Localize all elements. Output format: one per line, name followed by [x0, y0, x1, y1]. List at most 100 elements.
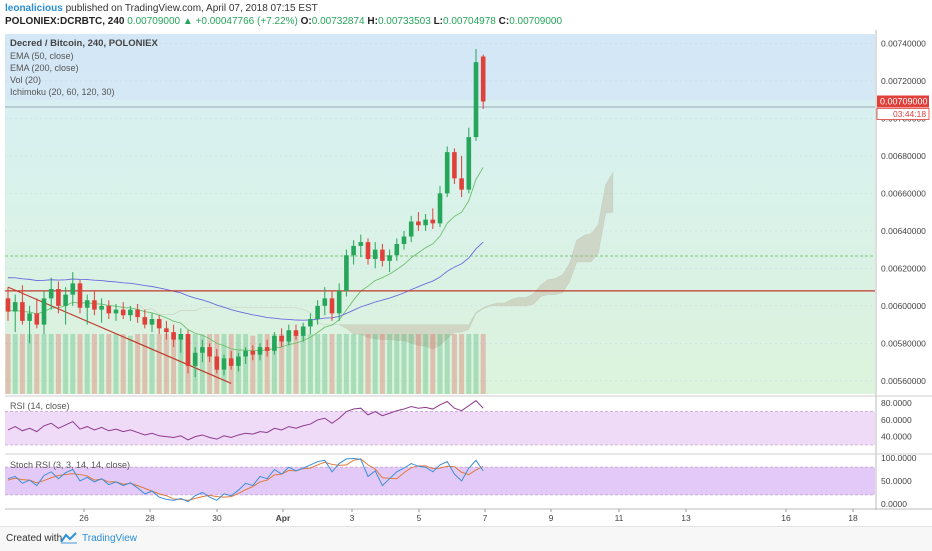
candle-body — [5, 298, 11, 312]
volume-bar — [444, 334, 450, 394]
legend-ichimoku[interactable]: Ichimoku (20, 60, 120, 30) — [10, 87, 115, 97]
volume-bar — [315, 334, 321, 394]
price-pane[interactable]: Decred / Bitcoin, 240, POLONIEX EMA (50,… — [5, 34, 875, 394]
volume-bar — [473, 334, 479, 394]
volume-bar — [77, 334, 83, 394]
current-price-tag — [877, 95, 929, 108]
candle — [185, 330, 191, 374]
volume-bar — [171, 334, 177, 394]
volume-bar — [430, 334, 436, 394]
candle-body — [365, 242, 371, 259]
time-axis[interactable]: 26 28 30 Apr 3 5 7 9 11 13 16 18 — [5, 508, 932, 523]
candle — [387, 249, 392, 273]
tradingview-brand-link[interactable]: TradingView — [82, 533, 138, 544]
candle — [250, 345, 256, 361]
stoch-tick-label: 50.0000 — [881, 476, 912, 486]
candle — [293, 324, 299, 340]
candle-body — [214, 356, 220, 370]
candle-body — [344, 255, 349, 291]
candle — [401, 230, 407, 250]
candle-body — [48, 289, 54, 299]
candle-body — [351, 245, 356, 256]
published-text: published on TradingView.com, April 07, … — [65, 3, 318, 14]
candle-body — [63, 294, 68, 306]
rsi-tick-label: 60.0000 — [881, 415, 912, 425]
candle-body — [27, 313, 32, 321]
stoch-pane[interactable]: Stoch RSI (3, 3, 14, 14, close) 100.0000… — [5, 453, 932, 509]
rsi-tick-label: 40.0000 — [881, 432, 912, 442]
candle — [120, 302, 126, 319]
price-value: 0.00709000 — [127, 16, 181, 27]
candle — [20, 285, 25, 325]
candle — [358, 234, 364, 258]
candle-body — [77, 283, 83, 308]
candle — [416, 212, 421, 231]
volume-bar — [257, 334, 263, 394]
countdown-label: 03:44:18 — [893, 109, 926, 119]
candle — [243, 347, 248, 364]
legend-ema200[interactable]: EMA (200, close) — [10, 63, 79, 73]
candle — [351, 240, 356, 265]
ohlc-open-value: 0.00732874 — [311, 16, 365, 27]
candle-body — [279, 335, 284, 342]
chart-canvas[interactable]: Decred / Bitcoin, 240, POLONIEX EMA (50,… — [0, 30, 932, 526]
price-axis[interactable]: 0.007400000.007200000.007000000.00680000… — [875, 30, 930, 510]
candle-body — [106, 305, 112, 314]
candle — [286, 324, 292, 346]
rsi-pane[interactable]: RSI (14, close) 80.0000 60.0000 40.0000 — [5, 395, 932, 447]
candle-body — [264, 347, 270, 351]
candle-body — [480, 56, 486, 102]
rsi-label[interactable]: RSI (14, close) — [10, 401, 70, 411]
legend-title: Decred / Bitcoin, 240, POLONIEX — [10, 38, 158, 49]
candle — [207, 343, 212, 363]
candle — [322, 287, 328, 316]
candle — [408, 215, 414, 243]
candle-body — [257, 347, 263, 355]
candle — [56, 281, 61, 314]
ohlc-open-label: O: — [300, 16, 312, 27]
candle — [156, 315, 162, 334]
current-price-label: 0.00709000 — [880, 97, 928, 107]
time-tick-label: 30 — [212, 513, 222, 523]
tradingview-logo-icon[interactable] — [60, 532, 78, 544]
price-tick-label: 0.00640000 — [881, 226, 926, 236]
candle-body — [192, 352, 198, 366]
rsi-line — [7, 400, 484, 441]
candle-body — [56, 289, 61, 306]
stoch-label[interactable]: Stoch RSI (3, 3, 14, 14, close) — [10, 460, 130, 470]
volume-bar — [135, 334, 141, 394]
candle — [466, 127, 472, 194]
volume-bar — [466, 334, 472, 394]
candle — [41, 290, 47, 334]
volume-bar — [307, 334, 313, 394]
legend-ema50[interactable]: EMA (50, close) — [10, 51, 74, 61]
candle — [308, 313, 313, 334]
volume-bar — [423, 334, 429, 394]
candle — [430, 208, 436, 229]
volume-bar — [459, 334, 465, 394]
candle — [200, 339, 205, 363]
volume-bar — [149, 334, 155, 394]
candle — [84, 294, 90, 325]
candle-body — [329, 298, 335, 314]
ohlc-close-value: 0.00709000 — [509, 16, 563, 27]
volume-bar — [178, 334, 184, 394]
volume-bar — [329, 334, 335, 394]
volume-bar — [5, 334, 11, 394]
candle-body — [358, 242, 364, 246]
candle — [380, 244, 385, 267]
price-tick-label: 0.00680000 — [881, 151, 926, 161]
candle-body — [120, 309, 126, 316]
candle-body — [34, 313, 40, 325]
candle — [214, 349, 220, 374]
candle — [394, 238, 400, 261]
stoch-tick-label: 0.0000 — [881, 499, 907, 509]
volume-bar — [63, 334, 69, 394]
candle-body — [336, 290, 342, 314]
price-tick-label: 0.00720000 — [881, 76, 926, 86]
candle-body — [200, 347, 205, 353]
legend-volume[interactable]: Vol (20) — [10, 75, 41, 85]
candle — [336, 283, 342, 321]
author-link[interactable]: leonalicious — [5, 3, 63, 14]
candle — [315, 300, 320, 325]
